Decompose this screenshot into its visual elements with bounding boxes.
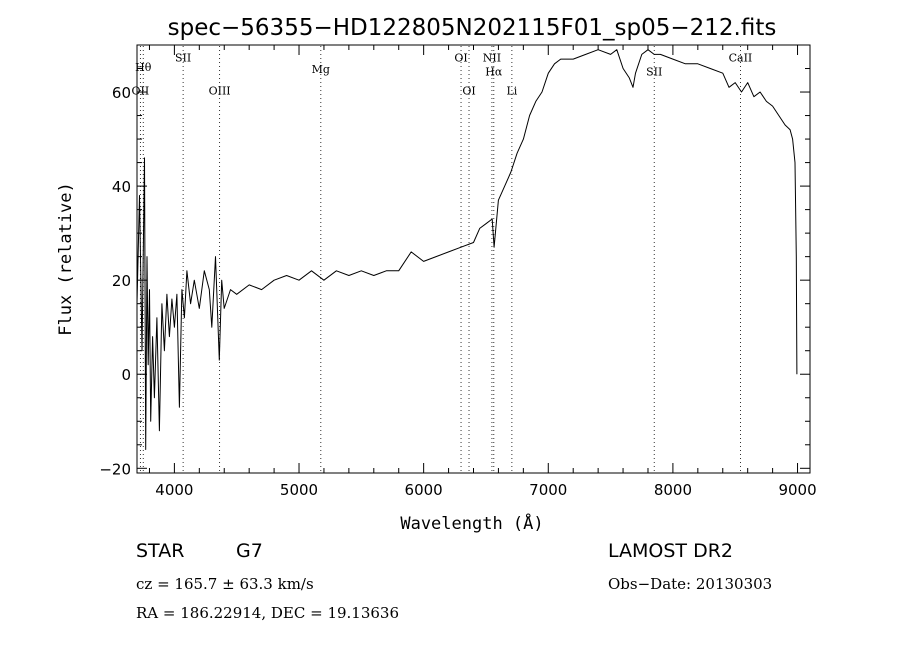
spectral-line-label-1: Hθ bbox=[135, 61, 152, 74]
x-tick-label-0: 4000 bbox=[155, 481, 193, 499]
spectral-line-label-8: Hα bbox=[485, 66, 503, 79]
x-tick-label-5: 9000 bbox=[778, 481, 816, 499]
coordinates: RA = 186.22914, DEC = 19.13636 bbox=[136, 604, 400, 622]
chart-title: spec−56355−HD122805N202115F01_sp05−212.f… bbox=[168, 15, 777, 41]
redshift-cz: cz = 165.7 ± 63.3 km/s bbox=[136, 575, 314, 593]
spectrum-series bbox=[136, 49, 798, 450]
spectral-line-label-2: SII bbox=[175, 51, 191, 64]
y-tick-label-2: 20 bbox=[112, 272, 131, 290]
y-tick-label-0: −20 bbox=[99, 460, 131, 478]
spectral-line-label-9: Li bbox=[506, 84, 517, 97]
x-tick-label-2: 6000 bbox=[405, 481, 443, 499]
survey-name: LAMOST DR2 bbox=[608, 540, 733, 562]
obs-date: Obs−Date: 20130303 bbox=[608, 575, 773, 593]
spectral-line-label-5: OI bbox=[454, 51, 467, 64]
spectral-line-label-3: OIII bbox=[209, 84, 231, 97]
x-axis-label: Wavelength (Å) bbox=[400, 512, 543, 534]
object-subclass: G7 bbox=[236, 540, 263, 562]
y-axis-label: Flux (relative) bbox=[56, 182, 76, 336]
object-class: STAR bbox=[136, 540, 185, 562]
y-tick-label-4: 60 bbox=[112, 84, 131, 102]
spectral-line-label-6: OI bbox=[462, 84, 475, 97]
plot-frame bbox=[136, 44, 811, 474]
spectral-line-label-4: Mg bbox=[312, 63, 330, 76]
y-tick-label-3: 40 bbox=[112, 178, 131, 196]
spectrum-line-0 bbox=[136, 49, 798, 450]
spectral-line-label-10: SII bbox=[646, 66, 662, 79]
y-tick-label-1: 0 bbox=[121, 366, 131, 384]
spectral-line-label-11: CaII bbox=[729, 51, 753, 64]
spectral-line-label-0: OII bbox=[132, 84, 150, 97]
spectral-line-label-7: NII bbox=[483, 51, 501, 64]
x-tick-label-1: 5000 bbox=[280, 481, 318, 499]
axis-ticks: 4000 5000 6000 7000 8000 9000 −20 0 20 40 60 bbox=[99, 44, 817, 499]
x-tick-label-4: 8000 bbox=[654, 481, 692, 499]
x-tick-label-3: 7000 bbox=[529, 481, 567, 499]
